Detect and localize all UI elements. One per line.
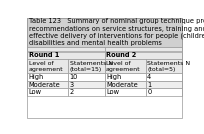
- Text: Moderate: Moderate: [29, 82, 60, 88]
- Bar: [146, 88, 182, 96]
- Bar: [27, 81, 68, 88]
- Bar: [104, 51, 182, 59]
- Bar: [104, 73, 146, 81]
- Text: 0: 0: [147, 89, 151, 95]
- Bar: [68, 59, 104, 73]
- Bar: [146, 59, 182, 73]
- Bar: [68, 81, 104, 88]
- Bar: [27, 18, 182, 47]
- Bar: [27, 59, 68, 73]
- Bar: [104, 47, 182, 51]
- Text: 10: 10: [70, 74, 78, 80]
- Text: Low: Low: [106, 89, 119, 95]
- Text: Low: Low: [29, 89, 42, 95]
- Text: Table 123   Summary of nominal group technique process f
recommendations on serv: Table 123 Summary of nominal group techn…: [29, 18, 204, 46]
- Text: High: High: [29, 74, 44, 80]
- Text: 1: 1: [147, 82, 151, 88]
- Text: High: High: [106, 74, 121, 80]
- Bar: [146, 81, 182, 88]
- Bar: [104, 88, 146, 96]
- Text: Statements N
(total=5): Statements N (total=5): [147, 61, 190, 72]
- Text: 2: 2: [70, 89, 74, 95]
- Bar: [104, 81, 146, 88]
- Bar: [27, 88, 68, 96]
- Bar: [104, 59, 146, 73]
- Text: Round 1: Round 1: [29, 52, 59, 58]
- Text: Statements N
(total=15): Statements N (total=15): [70, 61, 113, 72]
- Bar: [68, 73, 104, 81]
- Text: 3: 3: [70, 82, 74, 88]
- Bar: [27, 47, 104, 51]
- Bar: [146, 73, 182, 81]
- Text: 4: 4: [147, 74, 151, 80]
- Text: Level of
agreement: Level of agreement: [106, 61, 141, 72]
- Text: Moderate: Moderate: [106, 82, 138, 88]
- Bar: [27, 73, 68, 81]
- Bar: [27, 51, 104, 59]
- Text: Level of
agreement: Level of agreement: [29, 61, 63, 72]
- Text: Round 2: Round 2: [106, 52, 136, 58]
- Bar: [68, 88, 104, 96]
